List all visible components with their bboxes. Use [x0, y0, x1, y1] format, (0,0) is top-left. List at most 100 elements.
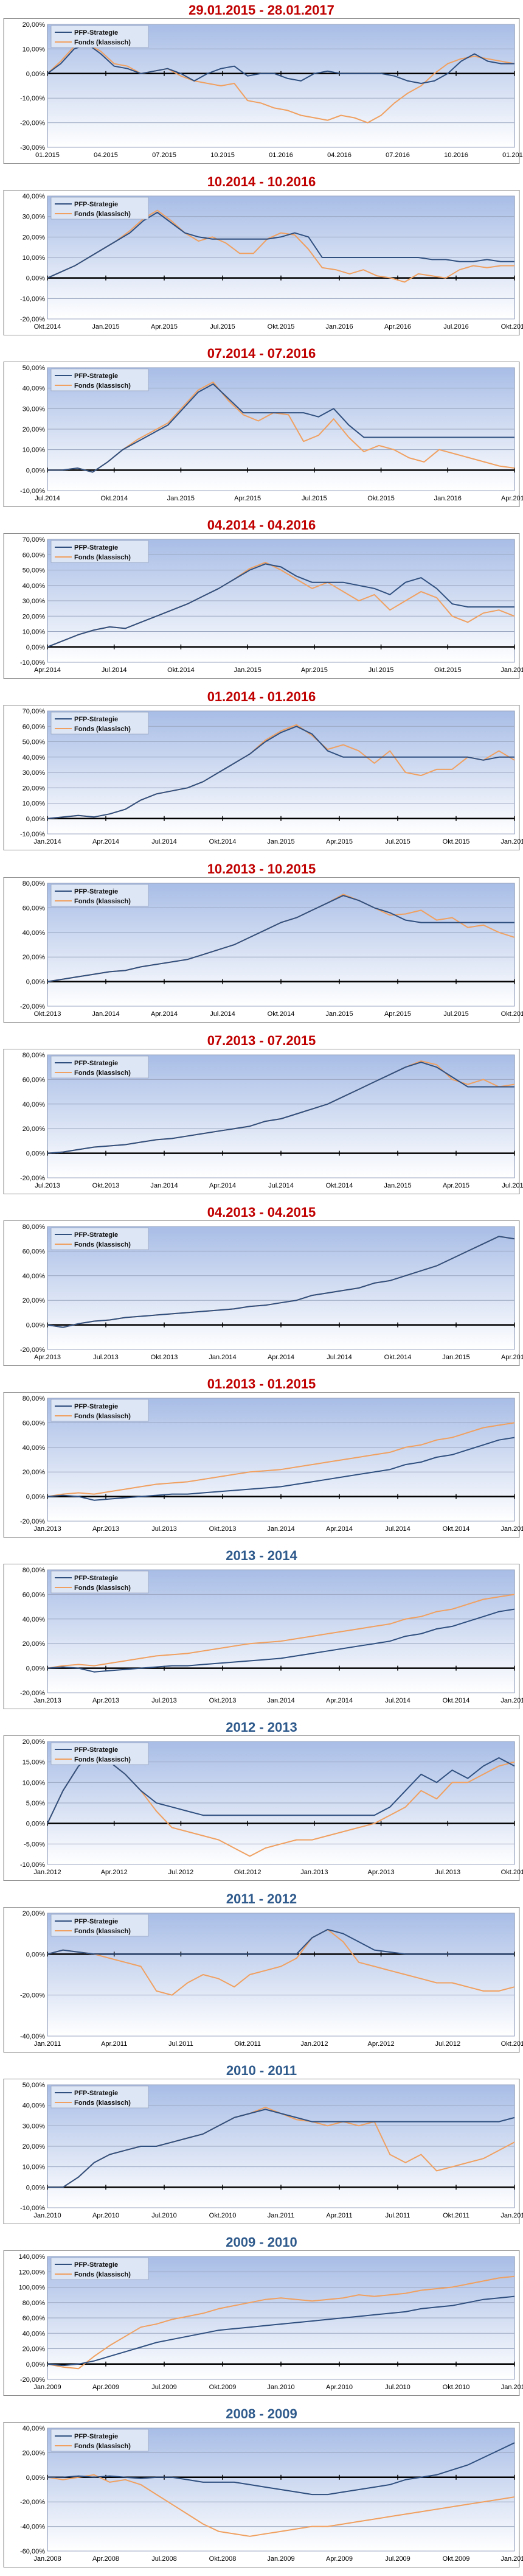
x-tick-label: Okt.2013 — [151, 1354, 178, 1361]
y-tick-label: 0,00% — [26, 275, 45, 282]
y-tick-label: 80,00% — [23, 880, 46, 887]
y-tick-label: 40,00% — [23, 2330, 46, 2337]
legend-label: Fonds (klassisch) — [74, 1756, 131, 1763]
x-tick-label: Okt.2011 — [443, 2212, 469, 2219]
y-tick-label: -10,00% — [20, 95, 45, 102]
y-tick-label: 40,00% — [23, 929, 46, 937]
legend-label: Fonds (klassisch) — [74, 39, 131, 46]
y-tick-label: -30,00% — [20, 144, 45, 152]
series-line — [47, 2275, 515, 2370]
x-tick-label: Jul.2008 — [151, 2555, 177, 2563]
legend: PFP-Strategie Fonds (klassisch) — [50, 1570, 149, 1594]
y-tick-label: 0,00% — [26, 2361, 45, 2368]
x-tick-label: Jan.2015 — [500, 1525, 523, 1533]
x-tick-label: Okt.2015 — [501, 1010, 523, 1018]
legend-label: PFP-Strategie — [74, 373, 118, 380]
chart-panel: 2011 - 2012 -40,00% -20,00% 0,00% 20,00% Jan.… — [0, 1889, 523, 2060]
x-tick-label: Okt.2010 — [209, 2212, 237, 2219]
x-tick-label: Jan.2015 — [167, 495, 195, 502]
x-tick-label: 10.2015 — [210, 152, 235, 159]
y-tick-label: 60,00% — [23, 1076, 46, 1083]
x-tick-label: Okt.2009 — [209, 2384, 237, 2391]
legend-box — [50, 1570, 149, 1594]
y-tick-label: -20,00% — [20, 1992, 45, 2000]
line-chart: -20,00% 0,00% 20,00% 40,00% 60,00% 80,00% 100,… — [3, 2250, 523, 2396]
x-tick-label: Jul.2014 — [102, 667, 127, 674]
y-tick-label: 20,00% — [23, 1125, 46, 1133]
y-tick-label: 20,00% — [23, 1738, 46, 1746]
y-tick-label: 20,00% — [23, 785, 46, 792]
x-tick-label: Okt.2016 — [501, 323, 523, 331]
legend-box — [50, 1055, 149, 1079]
chart-panel: 2013 - 2014 -20,00% 0,00% 20,00% 40,00% 60,00… — [0, 1545, 523, 1717]
x-tick-label: Apr.2012 — [101, 1869, 128, 1876]
y-tick-label: -20,00% — [20, 2499, 45, 2506]
series-line — [47, 2295, 515, 2367]
legend-box — [50, 1227, 149, 1250]
y-tick-label: 10,00% — [23, 2164, 46, 2171]
series-line — [47, 43, 514, 84]
legend-label: PFP-Strategie — [74, 2433, 118, 2440]
x-tick-label: Jul.2013 — [151, 1697, 177, 1704]
y-tick-label: 40,00% — [23, 385, 46, 393]
x-tick-label: 10.2016 — [444, 152, 468, 159]
series-line — [47, 1928, 514, 1955]
legend: PFP-Strategie Fonds (klassisch) — [50, 2257, 149, 2280]
y-tick-label: 40,00% — [23, 1616, 46, 1623]
series-line — [47, 209, 514, 283]
y-tick-label: 30,00% — [23, 405, 46, 413]
legend-box — [50, 540, 149, 563]
series-line — [47, 1437, 515, 1501]
x-tick-label: Jul.2014 — [151, 838, 177, 845]
x-tick-label: Jan.2010 — [267, 2384, 294, 2391]
chart-title: 29.01.2015 - 28.01.2017 — [189, 2, 334, 18]
x-tick-label: Jan.2013 — [300, 1869, 328, 1876]
legend-box — [50, 197, 149, 220]
x-tick-label: Apr.2015 — [234, 495, 261, 502]
x-tick-label: Apr.2014 — [326, 1697, 353, 1704]
chart-panel: 01.2013 - 01.2015 -20,00% 0,00% 20,00% 40,00… — [0, 1374, 523, 1545]
chart-panel: 2010 - 2011 -10,00% 0,00% 10,00% 20,00% 30,00… — [0, 2060, 523, 2232]
x-tick-label: Jul.2014 — [385, 1525, 410, 1533]
x-tick-label: Jan.2016 — [325, 323, 353, 331]
y-tick-label: 50,00% — [23, 2082, 46, 2089]
chart-title: 07.2013 - 07.2015 — [207, 1033, 316, 1048]
y-tick-label: 0,00% — [26, 1322, 45, 1329]
y-tick-label: -20,00% — [20, 2376, 45, 2384]
x-tick-label: Jul.2015 — [369, 667, 394, 674]
legend-label: PFP-Strategie — [74, 544, 118, 551]
y-tick-label: 60,00% — [23, 1248, 46, 1255]
x-tick-label: 04.2015 — [94, 152, 118, 159]
x-tick-label: Jul.2011 — [168, 2040, 193, 2048]
x-tick-label: Okt.2013 — [92, 1182, 120, 1189]
y-tick-label: 20,00% — [23, 234, 46, 241]
series-line — [47, 1753, 515, 1824]
x-tick-label: Okt.2013 — [34, 1010, 61, 1018]
x-tick-label: Jan.2012 — [33, 1869, 61, 1876]
legend-label: Fonds (klassisch) — [74, 2271, 131, 2278]
y-tick-label: -5,00% — [24, 1841, 45, 1848]
legend-label: Fonds (klassisch) — [74, 898, 131, 905]
y-tick-label: 20,00% — [23, 426, 46, 433]
y-tick-label: 20,00% — [23, 613, 46, 620]
legend-label: Fonds (klassisch) — [74, 1584, 131, 1592]
x-tick-label: Jan.2014 — [209, 1354, 236, 1361]
x-tick-label: Okt.2009 — [443, 2555, 470, 2563]
chart-panel: 07.2014 - 07.2016 -10,00% 0,00% 10,00% 20,00… — [0, 343, 523, 515]
legend-label: PFP-Strategie — [74, 201, 118, 208]
x-tick-label: Apr.2015 — [301, 667, 328, 674]
x-tick-label: Apr.2014 — [92, 838, 119, 845]
x-tick-label: Apr.2013 — [34, 1354, 61, 1361]
x-tick-label: Jan.2014 — [267, 1697, 294, 1704]
y-tick-label: -10,00% — [20, 295, 45, 303]
y-tick-label: 20,00% — [23, 1640, 46, 1648]
legend-label: Fonds (klassisch) — [74, 1928, 131, 1935]
x-tick-label: Jan.2015 — [92, 323, 119, 331]
y-tick-label: 10,00% — [23, 254, 46, 262]
y-tick-label: 10,00% — [23, 800, 46, 808]
legend: PFP-Strategie Fonds (klassisch) — [50, 1399, 149, 1422]
y-tick-label: 0,00% — [26, 71, 45, 78]
line-chart: -30,00% -20,00% -10,00% 0,00% 10,00% 20,00% 01… — [3, 18, 523, 164]
x-tick-label: Apr.2016 — [501, 495, 523, 502]
legend-label: PFP-Strategie — [74, 1575, 118, 1582]
